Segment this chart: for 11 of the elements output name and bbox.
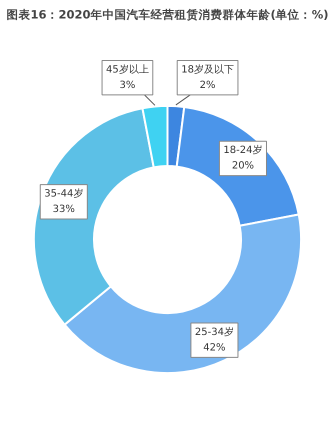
data-label: 20% [232, 160, 254, 172]
data-label: 42% [203, 342, 226, 354]
data-label: 33% [52, 204, 75, 216]
slice-label: 18岁及以下 [181, 64, 234, 76]
slice-label: 18-24岁 [223, 144, 262, 156]
data-label: 3% [119, 80, 136, 91]
data-label: 2% [200, 80, 216, 91]
slice-label: 25-34岁 [194, 326, 234, 338]
slice-label: 45岁以上 [106, 64, 149, 76]
slice-label: 35-44岁 [44, 188, 84, 200]
chart-title: 图表16：2020年中国汽车经营租赁消费群体年龄(单位：%) [6, 8, 329, 22]
